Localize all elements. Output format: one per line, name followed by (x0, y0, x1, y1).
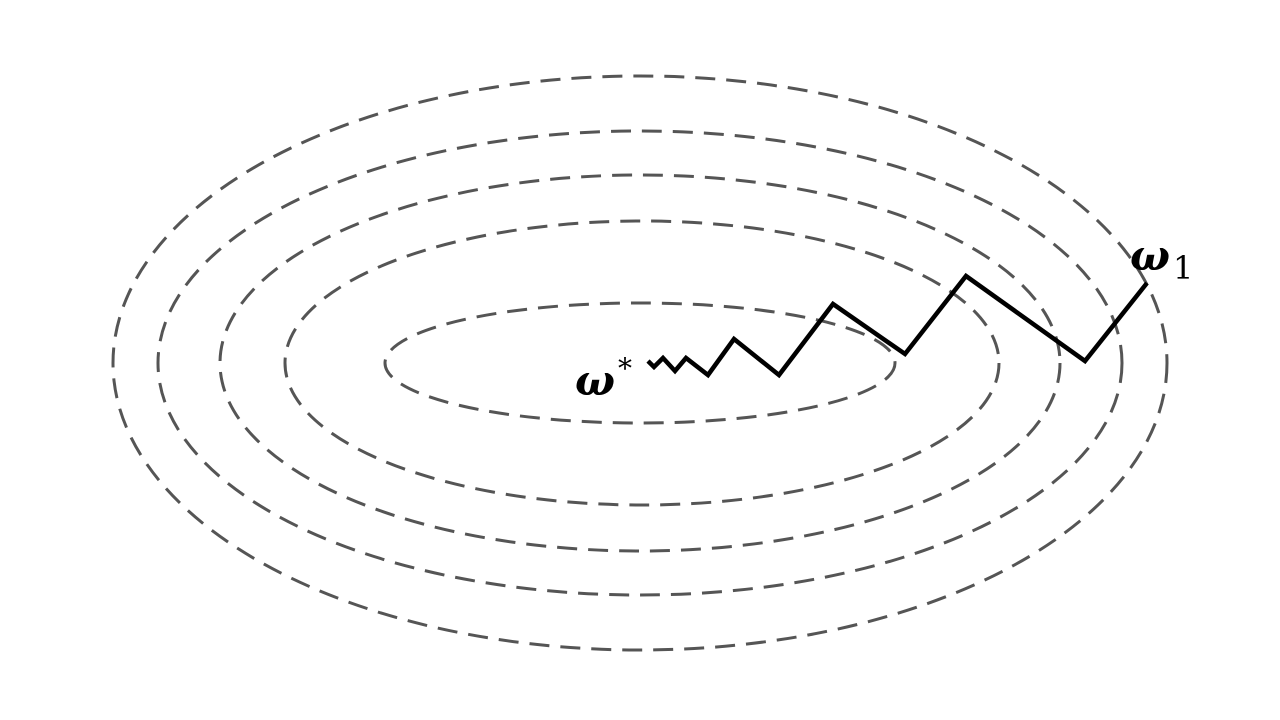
contour-ellipse-4 (158, 131, 1122, 595)
start-symbol: ω (1130, 231, 1170, 280)
start-label: ω1 (1130, 231, 1193, 287)
optimum-label: ω * (575, 352, 632, 405)
contour-ellipse-3 (220, 175, 1060, 551)
contour-ellipse-outer (113, 76, 1167, 650)
contour-lines (113, 76, 1167, 650)
descent-path (648, 276, 1147, 375)
optimum-superscript: * (618, 352, 632, 385)
start-subscript: 1 (1173, 249, 1193, 287)
optimum-symbol: ω (575, 356, 615, 405)
contour-ellipse-2 (285, 221, 999, 505)
